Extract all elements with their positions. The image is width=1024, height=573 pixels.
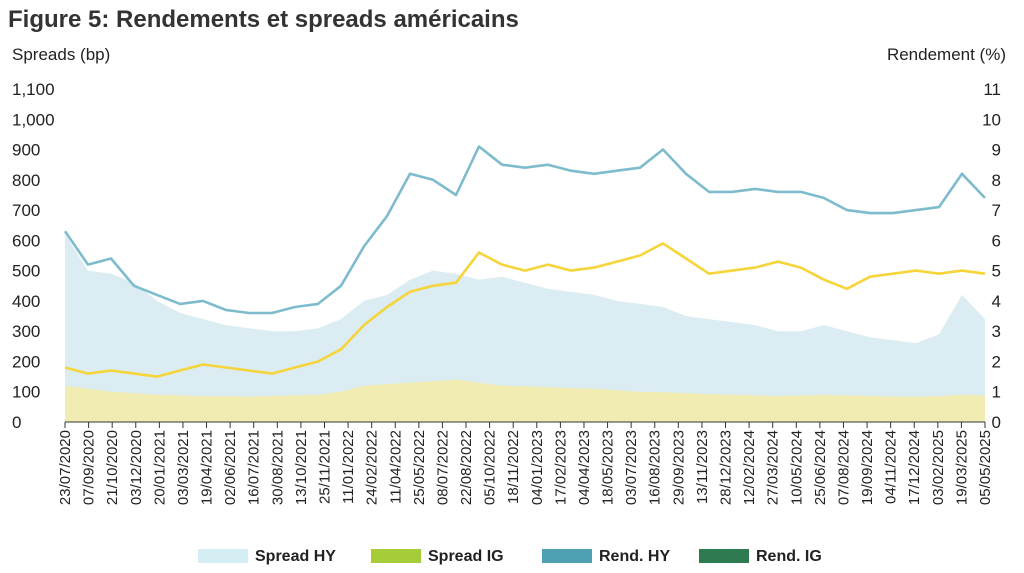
x-ticks: 23/07/2020 07/09/2020 21/10/2020 03/12/2020…: [57, 422, 994, 505]
y-left-tick-label: 300: [12, 322, 40, 341]
x-tick-label: 03/02/2025: [930, 430, 947, 505]
left-y-ticks: 0 100 200 300 400 500 600 700 800 900 1,000 1,100: [12, 80, 55, 432]
y-right-tick-label: 7: [992, 201, 1001, 220]
x-tick-label: 25/06/2024: [812, 430, 829, 505]
left-axis-label: Spreads (bp): [12, 45, 110, 64]
y-left-tick-label: 400: [12, 292, 40, 311]
legend: Spread HY Spread IG Rend. HY Rend. IG: [198, 548, 822, 565]
legend-label-rend-ig: Rend. IG: [756, 548, 822, 565]
x-tick-label: 04/04/2023: [576, 430, 593, 505]
area-series-group: [65, 234, 985, 422]
x-tick-label: 16/07/2021: [246, 430, 263, 505]
y-left-tick-label: 900: [12, 141, 40, 160]
y-right-tick-label: 2: [992, 353, 1001, 372]
y-left-tick-label: 500: [12, 262, 40, 281]
x-tick-label: 04/11/2024: [883, 430, 900, 504]
x-tick-label: 03/12/2020: [128, 430, 145, 505]
x-tick-label: 17/12/2024: [906, 430, 923, 505]
x-tick-label: 13/10/2021: [293, 430, 310, 505]
x-tick-label: 12/02/2024: [741, 430, 758, 505]
x-tick-label: 11/01/2022: [340, 430, 357, 504]
x-tick-label: 19/09/2024: [859, 430, 876, 505]
y-left-tick-label: 200: [12, 353, 40, 372]
x-tick-label: 10/05/2024: [788, 430, 805, 505]
line-series-group: [63, 145, 986, 378]
x-tick-label: 07/08/2024: [836, 430, 853, 505]
legend-swatch-spread-hy: [198, 549, 248, 563]
x-tick-label: 18/05/2023: [600, 430, 617, 505]
y-left-tick-label: 1,000: [12, 110, 55, 129]
x-tick-label: 23/07/2020: [57, 430, 74, 505]
y-left-tick-label: 600: [12, 231, 40, 250]
area-spread-hy: [65, 234, 985, 422]
x-tick-label: 25/05/2022: [411, 430, 428, 505]
x-tick-label: 24/02/2022: [364, 430, 381, 505]
y-left-tick-label: 100: [12, 383, 40, 402]
y-right-tick-label: 11: [983, 80, 1001, 99]
x-tick-label: 05/10/2022: [482, 430, 499, 505]
y-left-tick-label: 800: [12, 171, 40, 190]
y-right-tick-label: 8: [992, 171, 1001, 190]
x-tick-label: 16/08/2023: [647, 430, 664, 505]
x-tick-label: 02/06/2021: [222, 430, 239, 505]
x-tick-label: 27/03/2024: [765, 430, 782, 505]
x-tick-label: 18/11/2022: [505, 430, 522, 504]
legend-swatch-rend-hy: [542, 549, 592, 563]
x-tick-label: 08/07/2022: [434, 430, 451, 505]
y-right-tick-label: 4: [992, 292, 1001, 311]
legend-swatch-spread-ig: [371, 549, 421, 563]
x-tick-label: 04/01/2023: [529, 430, 546, 505]
x-tick-label: 17/02/2023: [552, 430, 569, 505]
x-tick-label: 19/03/2025: [953, 430, 970, 505]
legend-swatch-rend-ig: [699, 549, 749, 563]
y-left-tick-label: 700: [12, 201, 40, 220]
y-left-tick-label: 0: [12, 413, 21, 432]
y-left-tick-label: 1,100: [12, 80, 55, 99]
right-y-ticks: 0 1 2 3 4 5 6 7 8 9 10 11: [982, 80, 1001, 432]
legend-label-spread-hy: Spread HY: [255, 548, 336, 565]
y-right-tick-label: 5: [992, 262, 1001, 281]
y-right-tick-label: 3: [992, 322, 1001, 341]
y-right-tick-label: 6: [992, 231, 1001, 250]
x-tick-label: 25/11/2021: [317, 430, 334, 504]
x-tick-label: 07/09/2020: [81, 430, 98, 505]
x-tick-label: 29/09/2023: [670, 430, 687, 505]
x-tick-label: 03/07/2023: [623, 430, 640, 505]
y-right-tick-label: 1: [992, 383, 1001, 402]
legend-label-rend-hy: Rend. HY: [599, 548, 670, 565]
chart-title: Figure 5: Rendements et spreads américai…: [8, 6, 519, 33]
x-tick-label: 28/12/2023: [718, 430, 735, 505]
x-tick-label: 03/03/2021: [175, 430, 192, 505]
x-tick-label: 13/11/2023: [694, 430, 711, 504]
y-right-tick-label: 0: [992, 413, 1001, 432]
y-right-tick-label: 10: [982, 110, 1001, 129]
line-rend-hy: [63, 145, 986, 315]
x-tick-label: 30/08/2021: [269, 430, 286, 505]
x-tick-label: 22/08/2022: [458, 430, 475, 505]
x-tick-label: 11/04/2022: [387, 430, 404, 504]
y-right-tick-label: 9: [992, 141, 1001, 160]
legend-label-spread-ig: Spread IG: [428, 548, 504, 565]
x-tick-label: 05/05/2025: [977, 430, 994, 505]
x-tick-label: 20/01/2021: [151, 430, 168, 505]
right-axis-label: Rendement (%): [887, 45, 1006, 64]
area-spread-ig: [65, 379, 985, 422]
x-tick-label: 19/04/2021: [199, 430, 216, 505]
line-rend-ig: [64, 242, 986, 378]
x-tick-label: 21/10/2020: [104, 430, 121, 505]
